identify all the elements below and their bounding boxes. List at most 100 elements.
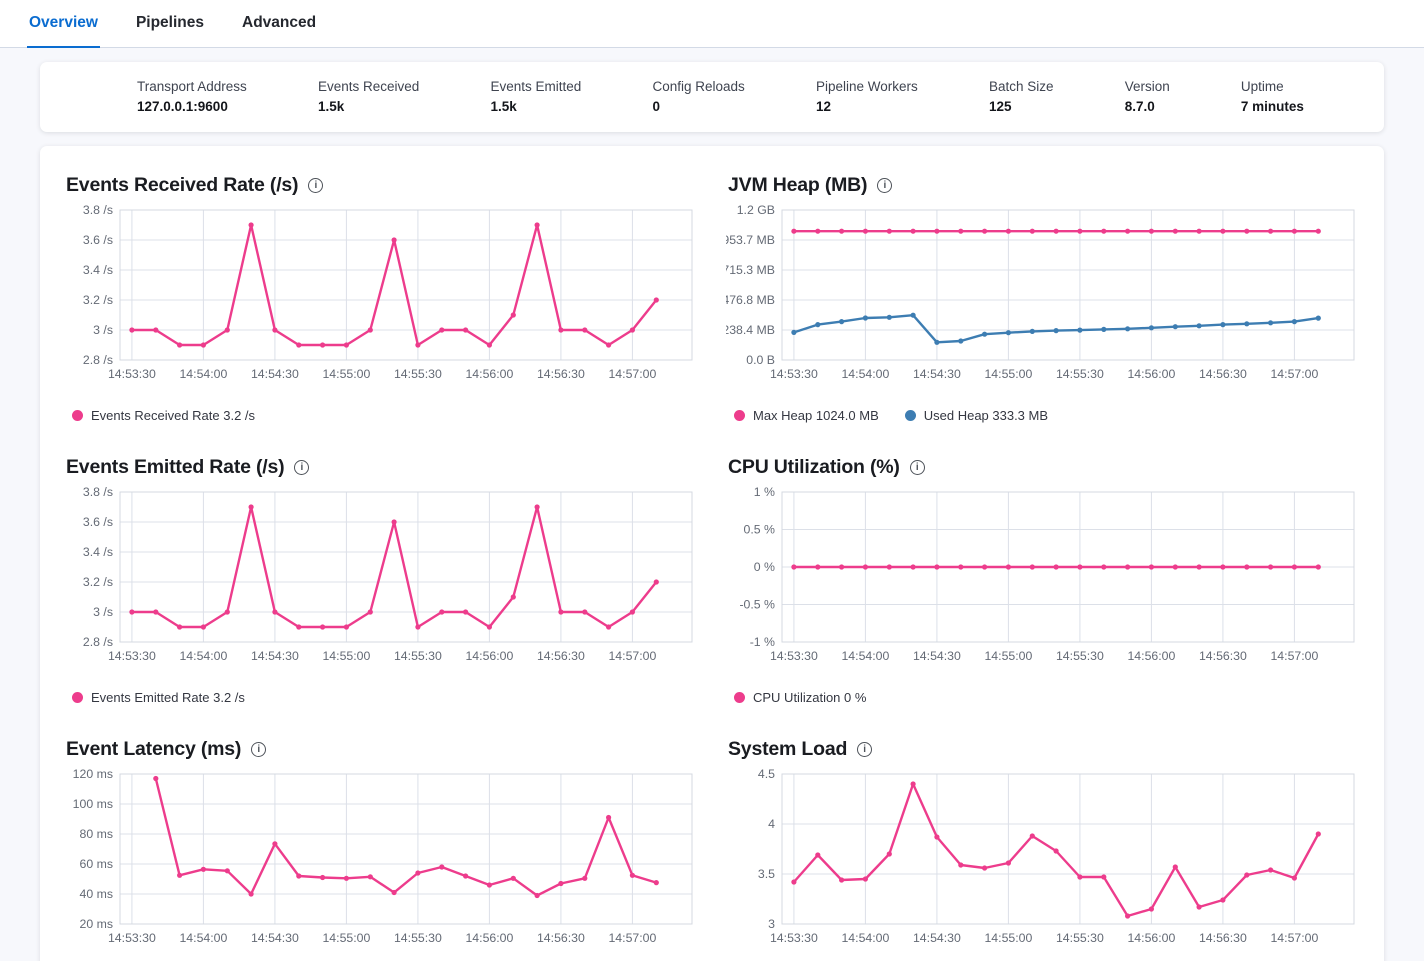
data-point: [910, 564, 916, 570]
data-point: [1148, 906, 1154, 912]
data-point: [367, 874, 373, 880]
stat-label: Events Emitted: [490, 78, 582, 94]
data-point: [815, 564, 821, 570]
data-point: [1005, 860, 1011, 866]
y-tick-label: 3.4 /s: [83, 263, 113, 277]
info-icon[interactable]: i: [308, 178, 324, 193]
tab-pipelines[interactable]: Pipelines: [135, 14, 204, 31]
data-point: [1291, 319, 1297, 325]
chart-system-load: System Load i 4.5 4 3.5 3 14:53:30 14:54:00 14:5…: [726, 738, 1360, 961]
data-point: [510, 312, 516, 318]
chart-cpu-utilization: CPU Utilization (%) i 1 % 0.5 % 0 % -0.5 % -1 …: [726, 456, 1360, 705]
series-line-event-latency: [154, 777, 658, 897]
legend-item[interactable]: Events Emitted Rate 3.2 /s: [72, 690, 245, 705]
data-point: [1220, 322, 1226, 328]
summary-stats-bar: Transport Address 127.0.0.1:9600 Events …: [40, 62, 1384, 132]
x-tick-label: 14:56:00: [1127, 649, 1175, 663]
stat-label: Version: [1124, 78, 1170, 94]
data-point: [200, 624, 206, 630]
data-point: [910, 228, 916, 234]
data-point: [320, 624, 326, 630]
x-tick-label: 14:56:30: [537, 649, 585, 663]
data-point: [510, 875, 516, 881]
stat-label: Batch Size: [988, 78, 1054, 94]
data-point: [653, 297, 659, 303]
data-point: [1053, 328, 1059, 334]
data-point: [177, 872, 183, 878]
legend-item[interactable]: Max Heap 1024.0 MB: [734, 408, 879, 423]
y-tick-label: -1 %: [750, 635, 775, 649]
data-point: [1220, 897, 1226, 903]
data-point: [1244, 564, 1250, 570]
legend-item[interactable]: Used Heap 333.3 MB: [904, 408, 1049, 423]
stat-label: Pipeline Workers: [815, 78, 918, 94]
info-icon[interactable]: i: [251, 742, 267, 757]
data-point: [606, 342, 612, 348]
y-tick-label: 120 ms: [73, 768, 113, 781]
x-tick-label: 14:54:30: [251, 649, 299, 663]
data-point: [534, 222, 540, 228]
chart-title-row: System Load i: [728, 738, 1360, 761]
data-point: [1172, 228, 1178, 234]
x-tick-label: 14:55:00: [984, 931, 1032, 945]
info-icon[interactable]: i: [294, 460, 310, 475]
stat-value: 7 minutes: [1240, 98, 1304, 114]
x-tick-label: 14:56:30: [1199, 367, 1247, 381]
data-point: [862, 228, 868, 234]
stat-config-reloads: Config Reloads 0: [652, 79, 744, 116]
tab-advanced[interactable]: Advanced: [242, 14, 317, 31]
legend-item[interactable]: CPU Utilization 0 %: [734, 690, 866, 705]
data-point: [934, 834, 940, 840]
data-point: [224, 868, 230, 874]
data-point: [391, 237, 397, 243]
data-point: [886, 228, 892, 234]
stat-value: 12: [815, 98, 832, 114]
x-tick-label: 14:57:00: [1270, 649, 1318, 663]
chart-event-latency: Event Latency (ms) i 120 ms 100 ms 80 ms 60 m…: [64, 738, 698, 961]
info-icon[interactable]: i: [909, 460, 925, 475]
tab-overview[interactable]: Overview: [27, 0, 100, 48]
data-point: [296, 873, 302, 879]
legend-label: Used Heap 333.3 MB: [923, 408, 1049, 423]
data-point: [1315, 831, 1321, 837]
chart-title-row: CPU Utilization (%) i: [728, 456, 1360, 479]
x-tick-label: 14:55:00: [984, 367, 1032, 381]
chart-canvas-event-latency: 120 ms 100 ms 80 ms 60 ms 40 ms 20 ms14:53:30…: [73, 768, 693, 945]
data-point: [1029, 328, 1035, 334]
stat-value: 8.7.0: [1124, 98, 1155, 114]
y-tick-label: 3.8 /s: [83, 204, 113, 217]
x-tick-label: 14:57:00: [608, 931, 656, 945]
legend-item[interactable]: Events Received Rate 3.2 /s: [72, 408, 255, 423]
y-tick-label: 0.5 %: [744, 523, 776, 537]
data-point: [1196, 904, 1202, 910]
data-point: [320, 342, 326, 348]
x-tick-label: 14:54:00: [179, 649, 227, 663]
x-tick-label: 14:57:00: [1270, 367, 1318, 381]
data-point: [606, 624, 612, 630]
y-tick-label: 3: [768, 917, 775, 931]
stat-uptime: Uptime 7 minutes: [1241, 79, 1304, 116]
data-point: [486, 882, 492, 888]
chart-title-row: Event Latency (ms) i: [66, 738, 698, 761]
chart-title: Events Emitted Rate (/s): [66, 456, 285, 478]
data-point: [153, 609, 159, 615]
data-point: [1148, 228, 1154, 234]
y-tick-label: 2.8 /s: [83, 635, 113, 649]
x-tick-label: 14:54:30: [913, 367, 961, 381]
info-icon[interactable]: i: [857, 742, 873, 757]
data-point: [582, 875, 588, 881]
chart-jvm-heap: JVM Heap (MB) i 1.2 GB 953.7 MB 715.3 MB 476.…: [726, 174, 1360, 423]
data-point: [934, 228, 940, 234]
x-tick-label: 14:56:00: [465, 931, 513, 945]
data-point: [1125, 564, 1131, 570]
data-point: [910, 312, 916, 318]
data-point: [1029, 833, 1035, 839]
data-point: [815, 852, 821, 858]
x-tick-label: 14:57:00: [608, 367, 656, 381]
x-tick-label: 14:55:00: [322, 649, 370, 663]
data-point: [129, 609, 135, 615]
info-icon[interactable]: i: [877, 178, 893, 193]
stat-value: 1.5k: [318, 98, 345, 114]
data-point: [415, 342, 421, 348]
y-tick-label: 715.3 MB: [726, 263, 775, 277]
